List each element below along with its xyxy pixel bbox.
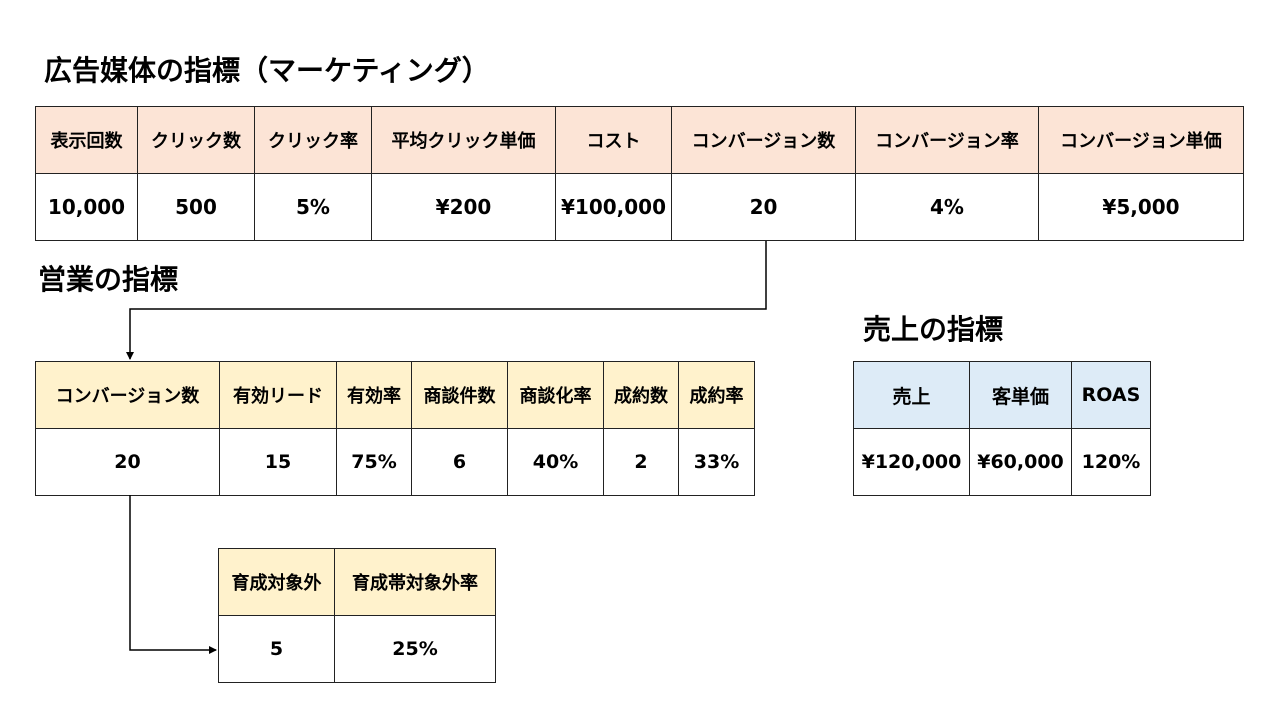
sales-value-cell: 6: [411, 428, 508, 496]
ad-header-cell: コンバージョン単価: [1038, 106, 1244, 174]
revenue-value-cell: 120%: [1071, 428, 1151, 496]
sales-value-cell: 15: [219, 428, 337, 496]
ad-value-cell: 20: [671, 173, 856, 241]
ad-value-cell: ¥100,000: [555, 173, 672, 241]
revenue-header-cell: 売上: [853, 361, 970, 429]
sales-header-cell: コンバージョン数: [35, 361, 220, 429]
ad-value-cell: ¥5,000: [1038, 173, 1244, 241]
ad-header-cell: 平均クリック単価: [371, 106, 556, 174]
revenue-value-row: ¥120,000 ¥60,000 120%: [853, 428, 1151, 496]
conversion-to-sales-arrow: [126, 241, 767, 360]
ad-value-cell: 10,000: [35, 173, 138, 241]
ad-header-cell: コンバージョン数: [671, 106, 856, 174]
sales-value-cell: 20: [35, 428, 220, 496]
ad-value-cell: 5%: [254, 173, 372, 241]
sales-header-cell: 商談化率: [507, 361, 604, 429]
revenue-value-cell: ¥120,000: [853, 428, 970, 496]
revenue-header-row: 売上 客単価 ROAS: [853, 361, 1151, 429]
ad-value-cell: ¥200: [371, 173, 556, 241]
sales-metrics-title: 営業の指標: [38, 263, 179, 296]
nurture-value-cell: 25%: [334, 615, 496, 683]
nurture-value-cell: 5: [218, 615, 335, 683]
revenue-metrics-title: 売上の指標: [863, 313, 1004, 346]
sales-header-cell: 有効リード: [219, 361, 337, 429]
ad-header-row: 表示回数 クリック数 クリック率 平均クリック単価 コスト コンバージョン数 コ…: [35, 106, 1244, 174]
ad-header-cell: クリック率: [254, 106, 372, 174]
nurture-value-row: 5 25%: [218, 615, 496, 683]
revenue-metrics-table: 売上 客単価 ROAS ¥120,000 ¥60,000 120%: [853, 361, 1151, 496]
ad-header-cell: コスト: [555, 106, 672, 174]
sales-header-cell: 成約数: [603, 361, 679, 429]
nurture-header-cell: 育成対象外: [218, 548, 335, 616]
sales-value-cell: 33%: [678, 428, 755, 496]
sales-value-cell: 75%: [336, 428, 412, 496]
revenue-header-cell: 客単価: [969, 361, 1072, 429]
ad-metrics-table: 表示回数 クリック数 クリック率 平均クリック単価 コスト コンバージョン数 コ…: [35, 106, 1244, 241]
nurture-header-row: 育成対象外 育成帯対象外率: [218, 548, 496, 616]
ad-metrics-title: 広告媒体の指標（マーケティング）: [44, 54, 490, 87]
revenue-value-cell: ¥60,000: [969, 428, 1072, 496]
ad-value-row: 10,000 500 5% ¥200 ¥100,000 20 4% ¥5,000: [35, 173, 1244, 241]
ad-value-cell: 4%: [855, 173, 1039, 241]
sales-header-row: コンバージョン数 有効リード 有効率 商談件数 商談化率 成約数 成約率: [35, 361, 755, 429]
sales-metrics-table: コンバージョン数 有効リード 有効率 商談件数 商談化率 成約数 成約率 20 …: [35, 361, 755, 496]
ad-header-cell: コンバージョン率: [855, 106, 1039, 174]
sales-header-cell: 有効率: [336, 361, 412, 429]
nurture-metrics-table: 育成対象外 育成帯対象外率 5 25%: [218, 548, 496, 683]
sales-header-cell: 成約率: [678, 361, 755, 429]
sales-header-cell: 商談件数: [411, 361, 508, 429]
sales-value-cell: 40%: [507, 428, 604, 496]
sales-value-row: 20 15 75% 6 40% 2 33%: [35, 428, 755, 496]
sales-value-cell: 2: [603, 428, 679, 496]
sales-to-nurture-arrow: [129, 495, 217, 654]
revenue-header-cell: ROAS: [1071, 361, 1151, 429]
nurture-header-cell: 育成帯対象外率: [334, 548, 496, 616]
